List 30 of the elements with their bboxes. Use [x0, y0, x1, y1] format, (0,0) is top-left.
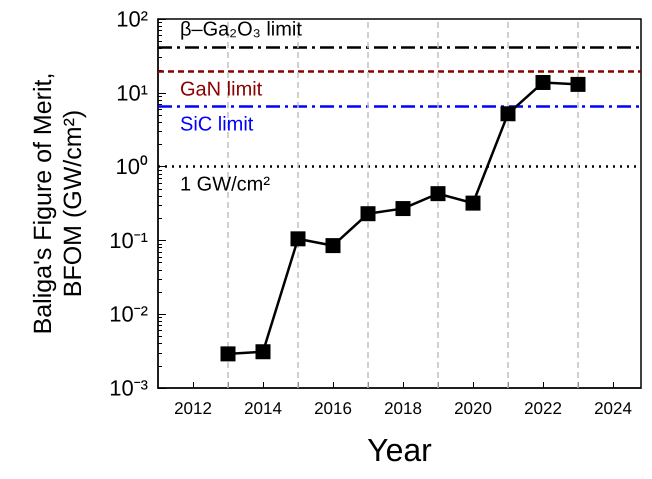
y-tick-label: 10²: [116, 6, 148, 32]
x-axis-title: Year: [367, 432, 432, 468]
y-tick-label: 10⁻³: [109, 376, 148, 400]
point: [466, 196, 480, 211]
point: [396, 201, 410, 216]
point: [570, 76, 586, 92]
point: [360, 206, 376, 222]
y-axis-title: Baliga's Figure of Merit, BFOM (GW/cm²): [29, 72, 87, 334]
y-tick-label: 10⁻¹: [109, 228, 148, 253]
x-tick-label: 2024: [594, 399, 632, 418]
ref-line-label: 1 GW/cm²: [180, 174, 270, 196]
point: [500, 106, 516, 122]
point: [256, 344, 270, 360]
point: [290, 231, 306, 246]
point: [326, 238, 340, 254]
y-tick-label: 10¹: [116, 80, 148, 106]
y-tick-label: 10⁰: [116, 154, 148, 180]
x-tick-label: 2018: [384, 399, 422, 418]
y-tick-label: 10⁻²: [109, 302, 148, 327]
point: [430, 186, 446, 202]
x-tick-label: 2014: [244, 399, 282, 418]
ref-line-label: SiC limit: [180, 114, 254, 136]
point: [220, 346, 236, 362]
x-tick-label: 2022: [524, 399, 562, 418]
point: [536, 74, 550, 90]
x-tick-label: 2012: [174, 399, 212, 418]
x-tick-label: 2016: [314, 399, 352, 418]
ref-line-label: GaN limit: [180, 78, 263, 100]
ref-line-label: β–Ga₂O₃ limit: [180, 18, 302, 41]
x-tick-label: 2020: [454, 399, 492, 418]
